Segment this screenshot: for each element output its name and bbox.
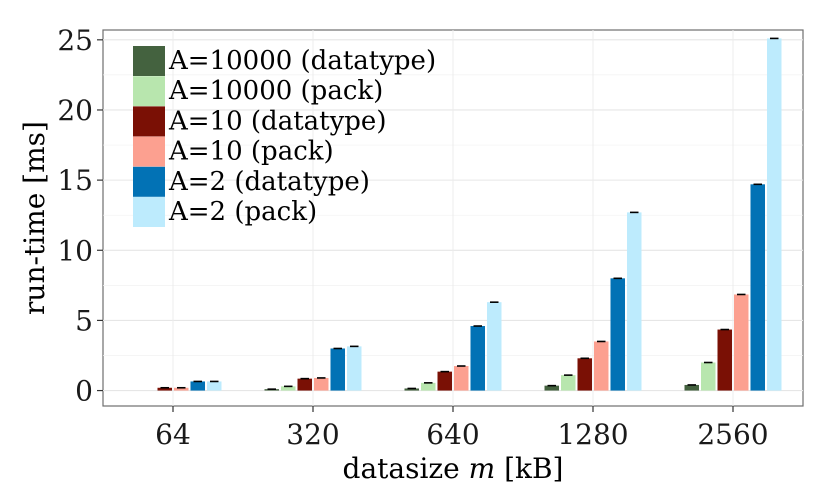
bar: [190, 381, 205, 391]
bar: [314, 377, 329, 391]
bar: [347, 346, 362, 391]
x-tick-label: 1280: [557, 418, 628, 451]
x-axis-title-variable: m: [469, 452, 496, 485]
x-tick-label: 320: [286, 418, 339, 451]
legend-label: A=2 (datatype): [168, 167, 370, 197]
x-axis-title-prefix: datasize: [343, 452, 469, 485]
bar: [281, 386, 296, 391]
x-axis-title: datasize m [kB]: [343, 452, 564, 485]
y-tick-label: 25: [57, 24, 93, 57]
bar: [454, 366, 469, 391]
bar: [594, 341, 609, 391]
x-tick-label: 2560: [697, 418, 768, 451]
y-tick-label: 15: [57, 164, 93, 197]
bar: [421, 382, 436, 391]
y-tick-label: 5: [75, 304, 93, 337]
bar: [544, 385, 559, 391]
legend-label: A=10 (pack): [168, 137, 334, 167]
bar: [577, 358, 592, 391]
legend-key: [133, 166, 165, 197]
y-tick-label: 10: [57, 234, 93, 267]
bar: [207, 381, 222, 391]
bar: [437, 371, 452, 391]
bar: [717, 329, 732, 391]
x-tick-label: 640: [426, 418, 479, 451]
bar: [470, 326, 485, 391]
bar: [297, 378, 312, 391]
x-tick-label: 64: [155, 418, 191, 451]
bar: [330, 348, 345, 391]
bar: [627, 212, 642, 391]
bar: [174, 387, 189, 391]
legend-label: A=10000 (datatype): [168, 46, 436, 76]
bar: [750, 184, 765, 391]
y-tick-label: 0: [75, 375, 93, 408]
legend-key: [133, 76, 165, 107]
y-tick-label: 20: [57, 94, 93, 127]
legend-key: [133, 136, 165, 167]
legend-key: [133, 106, 165, 137]
legend-key: [133, 46, 165, 76]
bar: [734, 294, 749, 391]
bar: [487, 302, 502, 391]
bar: [561, 375, 576, 391]
legend-label: A=2 (pack): [168, 197, 317, 227]
bars: [157, 37, 782, 391]
bar: [404, 388, 419, 391]
x-axis: 64 320 640 1280 2560: [155, 406, 769, 451]
legend-label: A=10000 (pack): [168, 76, 383, 106]
bar: [610, 278, 625, 391]
legend-label: A=10 (datatype): [168, 106, 386, 136]
y-axis-title: run-time [ms]: [18, 121, 51, 315]
bar: [684, 384, 699, 391]
legend: A=10000 (datatype)A=10000 (pack)A=10 (da…: [133, 46, 436, 227]
legend-key: [133, 197, 165, 227]
x-axis-title-suffix: [kB]: [495, 452, 563, 485]
bar: [157, 387, 172, 391]
bar: [767, 38, 782, 391]
bar: [701, 362, 716, 391]
y-axis: 0 5 10 15 20 25: [57, 24, 103, 408]
